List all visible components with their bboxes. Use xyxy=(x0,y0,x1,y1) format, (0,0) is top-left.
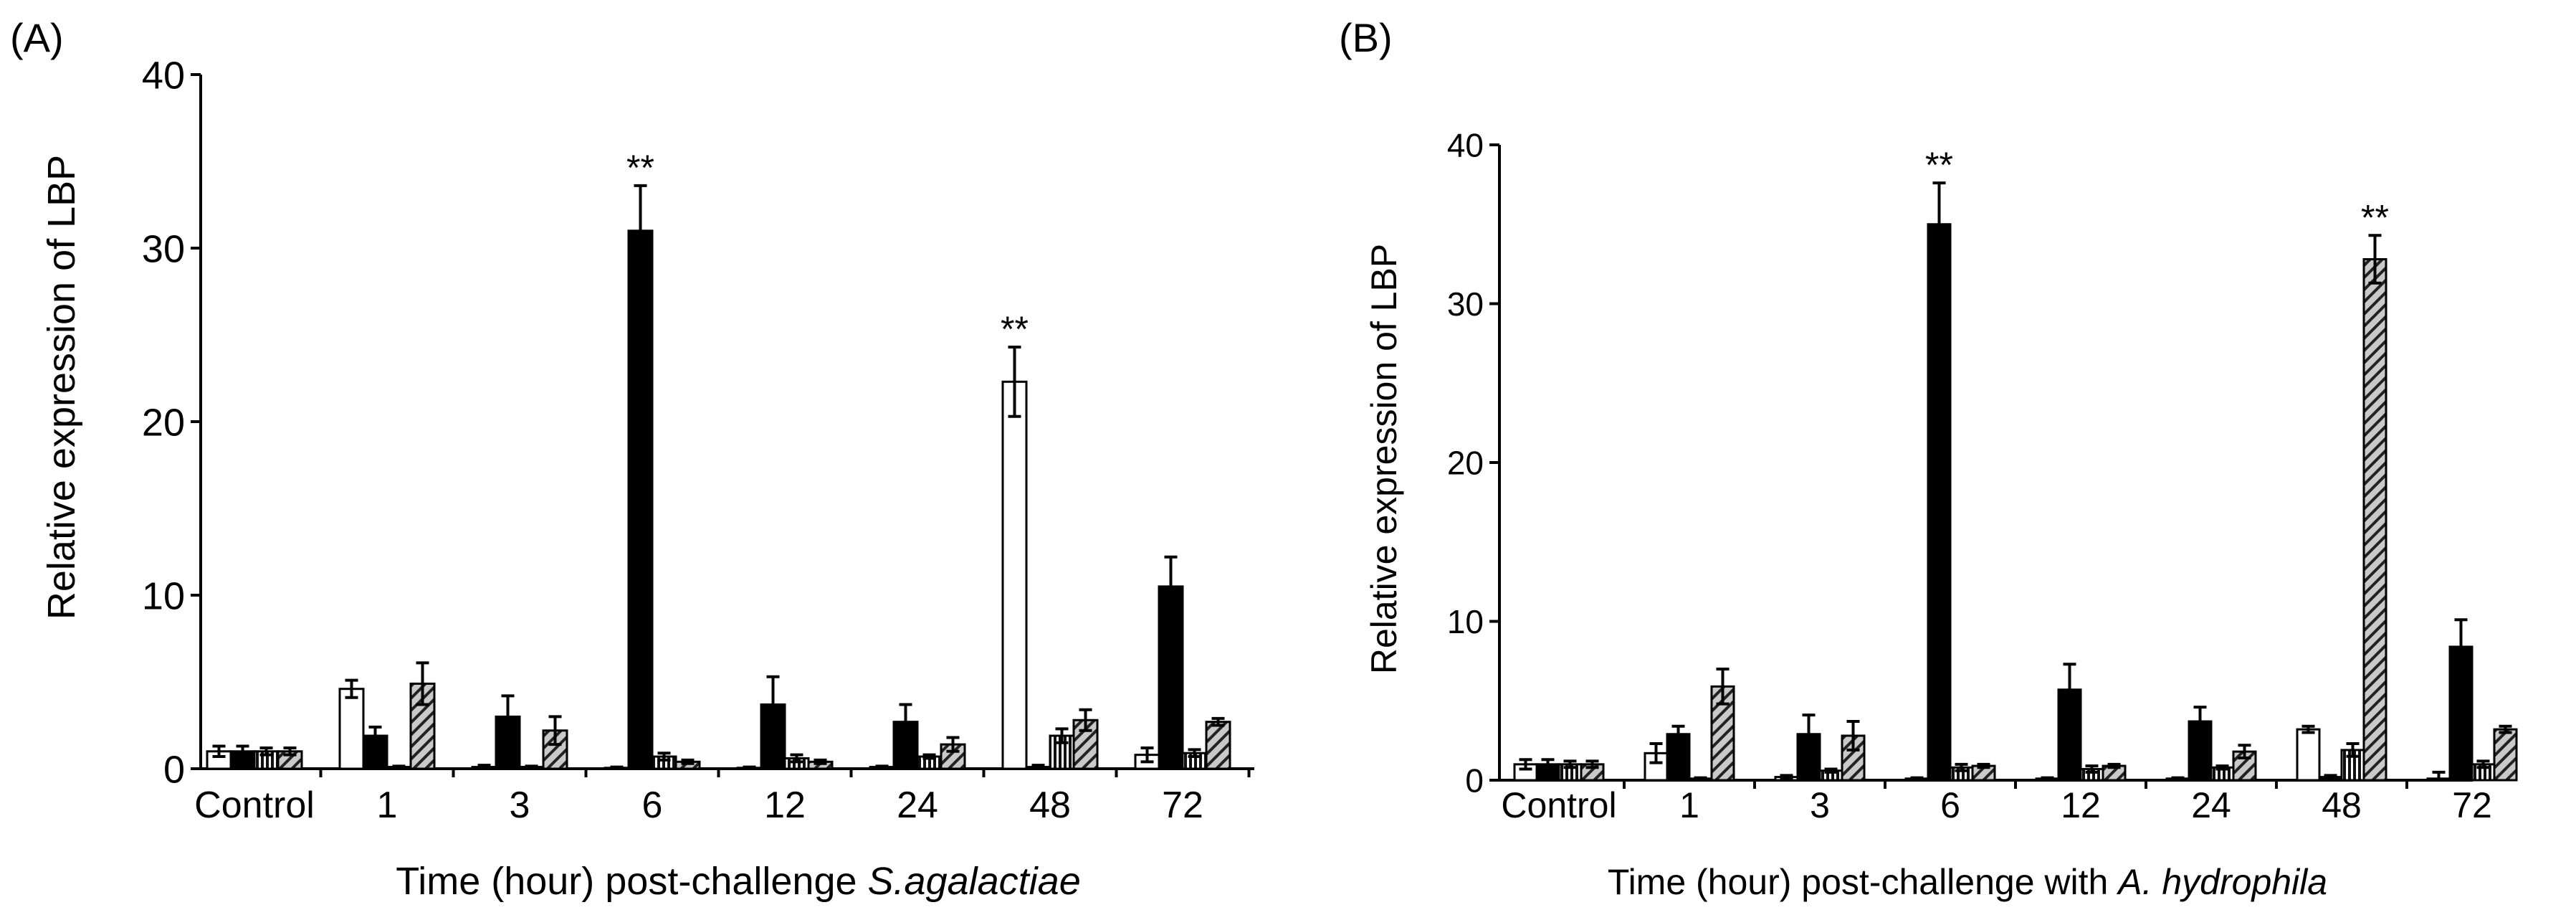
panel-b-xlabel-species: A. hydrophila xyxy=(2116,862,2327,902)
panel-a-label: (A) xyxy=(10,15,64,60)
panel-b-bar-kidney xyxy=(1927,223,1952,782)
panel-a-ylabel: Relative expression of LBP xyxy=(40,155,83,620)
panel-a-y-tick-label: 10 xyxy=(142,574,185,617)
panel-a-xlabel-text: Time (hour) post-challenge xyxy=(396,860,867,903)
panel-a-category-label: 1 xyxy=(377,784,398,826)
panel-a-bar-intestine xyxy=(409,682,436,770)
panel-a-bar-intestine xyxy=(940,743,966,770)
panel-b-category-label: 72 xyxy=(2452,785,2492,825)
panel-a-category-label: 12 xyxy=(764,784,806,826)
panel-b-y-tick-label: 0 xyxy=(1465,762,1484,800)
panel-b-category-label: 6 xyxy=(1940,785,1960,825)
panel-b-category-label: 24 xyxy=(2191,785,2231,825)
panel-a-plot: 0 10 20 30 40 Control 1 3 6 12 24 48 72 ** ** xyxy=(142,54,1254,826)
panel-a-bar-intestine xyxy=(1205,721,1231,770)
panel-b-y-tick-label: 30 xyxy=(1447,285,1484,323)
panel-a-y-tick-label: 20 xyxy=(142,401,185,444)
panel-a-significance-mark: ** xyxy=(1001,309,1029,349)
panel-b-xlabel: Time (hour) post-challenge with A. hydro… xyxy=(1608,862,2327,902)
panel-a-category-label: 24 xyxy=(897,784,938,826)
panel-b-xlabel-text: Time (hour) post-challenge with xyxy=(1608,862,2118,902)
panel-b-category-label: 1 xyxy=(1679,785,1699,825)
panel-b-category-label: 48 xyxy=(2322,785,2362,825)
panel-a-category-label: 72 xyxy=(1162,784,1203,826)
panel-b-significance-mark: ** xyxy=(1925,145,1953,185)
panel-b-category-label: 3 xyxy=(1810,785,1830,825)
panel-b-y-tick-label: 20 xyxy=(1447,445,1484,482)
panel-a-y-tick-label: 40 xyxy=(142,54,185,97)
panel-b-label: (B) xyxy=(1339,15,1393,60)
panel-b-y-tick-label: 40 xyxy=(1447,127,1484,164)
panel-a-bar-spleen xyxy=(338,688,365,770)
panel-b: (B) Relative expression of LBP Time (hou… xyxy=(1339,15,2518,902)
panel-b-category-label: Control xyxy=(1501,785,1616,825)
panel-a-ylabel-group: Relative expression of LBP xyxy=(40,155,83,620)
panel-a-category-label: Control xyxy=(194,784,315,826)
panel-b-significance-mark: ** xyxy=(2361,197,2389,237)
panel-b-plot: 0 10 20 30 40 Control 1 3 6 12 24 48 72 ** ** xyxy=(1447,127,2518,825)
panel-b-ylabel: Relative expression of LBP xyxy=(1364,244,1404,674)
panel-a-bar-spleen xyxy=(1001,380,1028,770)
panel-a-bar-kidney xyxy=(627,229,654,770)
panel-a-y-tick-label: 30 xyxy=(142,227,185,270)
panel-a-category-label: 48 xyxy=(1029,784,1071,826)
panel-b-bar-intestine xyxy=(2493,728,2518,782)
panel-a-y-tick-label: 0 xyxy=(163,748,185,791)
panel-a-xlabel-species: S.agalactiae xyxy=(868,860,1081,903)
panel-b-bar-intestine xyxy=(2362,257,2387,782)
panel-a-category-label: 6 xyxy=(642,784,663,826)
panel-a-category-label: 3 xyxy=(510,784,530,826)
panel-b-y-tick-label: 10 xyxy=(1447,603,1484,640)
panel-b-bar-spleen xyxy=(2296,728,2321,782)
panel-a-xlabel: Time (hour) post-challenge S.agalactiae xyxy=(396,860,1081,903)
panel-b-ylabel-group: Relative expression of LBP xyxy=(1364,244,1404,674)
panel-a: (A) Relative expression of LBP Time (hou… xyxy=(10,15,1254,903)
panel-a-significance-mark: ** xyxy=(626,148,654,188)
panel-b-category-label: 12 xyxy=(2061,785,2101,825)
